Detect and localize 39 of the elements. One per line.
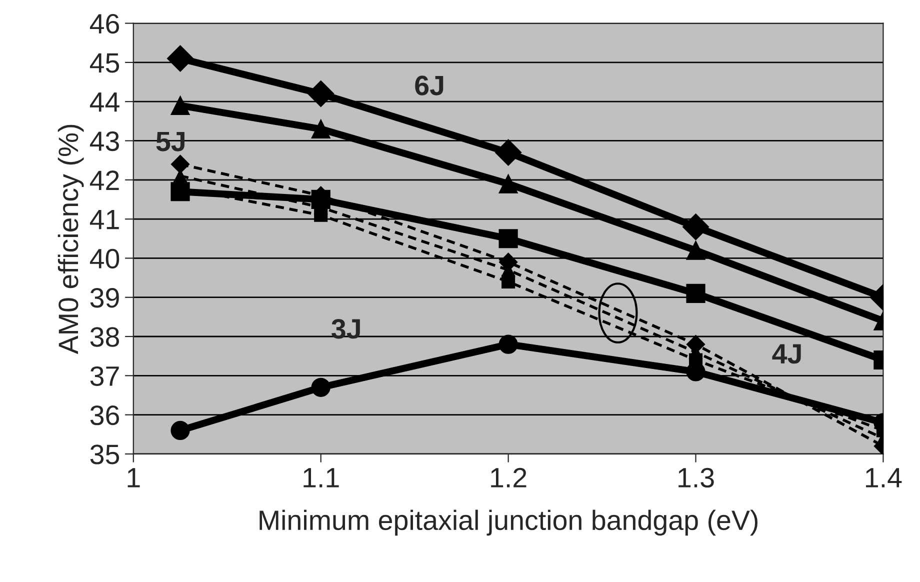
y-tick-label: 35 xyxy=(90,444,120,464)
x-axis-title: Minimum epitaxial junction bandgap (eV) xyxy=(260,510,758,536)
y-axis-title: AM0 efficiency (%) xyxy=(58,124,84,354)
point xyxy=(686,240,706,260)
y-tick-label: 46 xyxy=(90,14,119,34)
point xyxy=(686,284,706,303)
x-tick-label: 1.3 xyxy=(678,468,714,488)
y-tick-label: 43 xyxy=(90,131,119,152)
x-tick-label: 1.2 xyxy=(491,468,526,488)
point xyxy=(166,45,194,72)
point xyxy=(682,214,710,240)
point xyxy=(495,139,522,166)
point xyxy=(498,229,518,248)
point xyxy=(170,96,190,116)
point xyxy=(308,80,334,108)
point xyxy=(314,208,328,222)
annotation: 4J xyxy=(772,344,801,364)
point xyxy=(311,378,330,397)
annotation: 3J xyxy=(332,319,360,339)
x-tick-label: 1 xyxy=(128,468,140,488)
y-tick-label: 36 xyxy=(90,405,119,426)
annotation: 6J xyxy=(415,76,444,96)
y-tick-label: 38 xyxy=(90,327,119,347)
y-tick-label: 45 xyxy=(90,53,120,73)
x-tick-label: 1.1 xyxy=(304,468,339,488)
point xyxy=(502,274,516,288)
y-tick-label: 41 xyxy=(90,210,119,230)
point xyxy=(311,119,330,139)
x-tick-label: 1.4 xyxy=(866,468,902,488)
point xyxy=(498,334,518,354)
y-tick-label: 42 xyxy=(90,170,119,190)
point xyxy=(688,353,703,367)
y-tick-label: 37 xyxy=(90,366,119,386)
point xyxy=(170,420,190,440)
y-tick-label: 44 xyxy=(90,92,120,112)
point xyxy=(170,154,190,174)
point xyxy=(498,174,518,194)
y-tick-label: 39 xyxy=(90,288,119,308)
y-tick-label: 40 xyxy=(90,248,120,269)
